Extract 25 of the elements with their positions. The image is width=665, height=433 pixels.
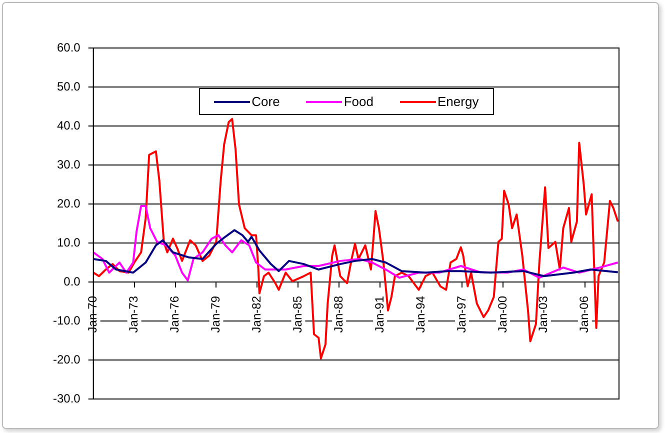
legend-label: Core — [252, 94, 280, 109]
x-tick-label: Jan-88 — [331, 296, 346, 333]
y-tick-label: -30.0 — [52, 391, 81, 406]
x-tick-label: Jan-03 — [536, 296, 550, 333]
y-tick-label: 10.0 — [56, 235, 81, 250]
x-tick-label: Jan-79 — [208, 296, 223, 333]
y-tick-label: 40.0 — [56, 118, 81, 132]
x-tick-label: Jan-00 — [495, 296, 510, 333]
x-tick-label: Jan-76 — [168, 296, 182, 333]
x-tick-label: Jan-06 — [577, 296, 592, 333]
y-tick-label: 60.0 — [56, 40, 81, 54]
x-tick-label: Jan-73 — [126, 296, 141, 333]
y-tick-label: -20.0 — [52, 352, 81, 366]
x-tick-label: Jan-85 — [290, 296, 304, 333]
x-tick-label: Jan-97 — [454, 296, 468, 333]
x-tick-label: Jan-91 — [372, 296, 386, 333]
y-tick-label: 0.0 — [64, 274, 81, 288]
x-tick-label: Jan-94 — [413, 296, 428, 333]
y-tick-label: 50.0 — [56, 79, 81, 94]
y-tick-label: -10.0 — [52, 313, 81, 328]
legend-label: Energy — [438, 94, 479, 109]
y-tick-label: 30.0 — [56, 157, 81, 172]
legend-label: Food — [344, 94, 374, 109]
x-tick-label: Jan-82 — [250, 296, 264, 333]
y-tick-label: 20.0 — [56, 196, 81, 210]
